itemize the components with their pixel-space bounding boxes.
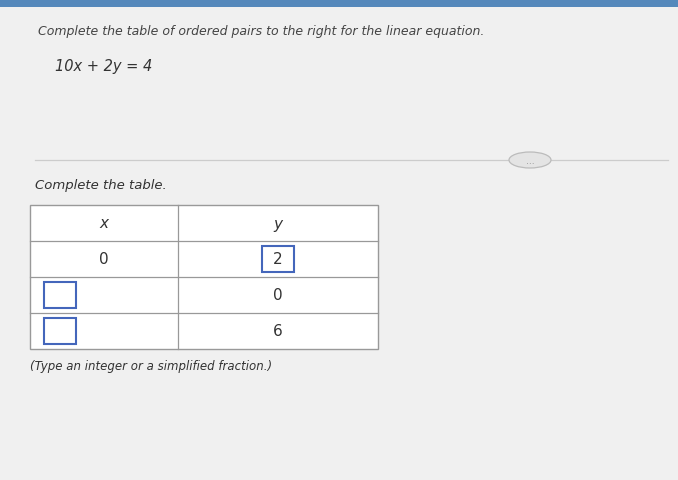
Text: (Type an integer or a simplified fraction.): (Type an integer or a simplified fractio… — [30, 359, 272, 372]
Ellipse shape — [509, 153, 551, 168]
Text: 0: 0 — [273, 288, 283, 303]
Text: Complete the table.: Complete the table. — [35, 179, 167, 192]
Text: 10x + 2y = 4: 10x + 2y = 4 — [55, 59, 153, 73]
FancyBboxPatch shape — [30, 205, 378, 349]
FancyBboxPatch shape — [44, 318, 76, 344]
Text: 6: 6 — [273, 324, 283, 339]
Text: 2: 2 — [273, 252, 283, 267]
Text: Complete the table of ordered pairs to the right for the linear equation.: Complete the table of ordered pairs to t… — [38, 24, 484, 37]
FancyBboxPatch shape — [262, 247, 294, 273]
Text: 0: 0 — [99, 252, 108, 267]
FancyBboxPatch shape — [0, 0, 678, 8]
Text: ...: ... — [525, 156, 534, 165]
FancyBboxPatch shape — [44, 282, 76, 308]
Text: x: x — [100, 216, 108, 231]
Text: y: y — [273, 216, 283, 231]
